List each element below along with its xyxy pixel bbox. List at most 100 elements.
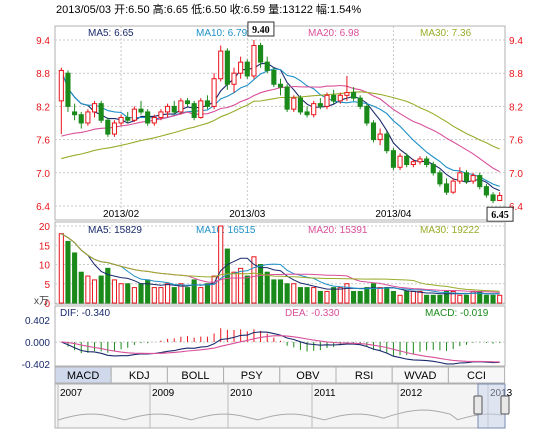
candle — [85, 109, 91, 126]
candle — [138, 100, 144, 115]
volume-bar — [111, 279, 118, 304]
candle-body — [364, 105, 370, 124]
volume-bar — [331, 287, 337, 304]
candle-body — [490, 194, 496, 201]
candle — [397, 153, 403, 171]
timeline: 200720092010201120122013 — [57, 383, 513, 429]
candle-body — [377, 133, 383, 141]
tab-kdj[interactable]: KDJ — [110, 366, 168, 384]
candle-body — [98, 103, 104, 121]
tab-label[interactable]: OBV — [296, 370, 320, 382]
candle-body — [424, 158, 430, 165]
volume-bar — [357, 290, 363, 304]
candle-body — [277, 83, 284, 88]
volume-bar — [377, 287, 383, 304]
volume-bar — [72, 252, 78, 304]
volume-legend-item: MA5: 15829 — [88, 225, 142, 236]
tab-psy[interactable]: PSY — [223, 366, 281, 384]
macd-lines — [61, 331, 500, 365]
candle-body — [271, 69, 277, 85]
tab-background[interactable] — [447, 366, 506, 384]
tab-label[interactable]: PSY — [241, 370, 264, 382]
tab-wvad[interactable]: WVAD — [391, 366, 449, 384]
volume-bar — [271, 279, 277, 304]
volume-bar — [191, 279, 197, 304]
price-y-tick-left: 8.2 — [36, 102, 50, 113]
volume-bar — [125, 283, 131, 304]
volume-bar — [151, 287, 157, 304]
candle — [251, 40, 257, 79]
macd-y-tick: 0.000 — [25, 338, 50, 349]
candle-body — [417, 158, 423, 163]
candle-body — [151, 116, 157, 124]
candle-body — [158, 111, 164, 118]
volume-bar — [264, 271, 270, 304]
tab-label[interactable]: WVAD — [404, 370, 436, 382]
tab-rsi[interactable]: RSI — [335, 366, 393, 384]
candle-body — [118, 116, 124, 124]
volume-bar — [450, 290, 456, 304]
candle-body — [457, 172, 463, 182]
timeline-handle-left[interactable] — [473, 395, 483, 415]
price-panel — [54, 25, 506, 221]
candle-body — [65, 72, 71, 107]
candle-body — [111, 122, 118, 135]
tab-label[interactable]: MACD — [67, 370, 99, 382]
volume-y-tick: 15 — [39, 241, 51, 252]
candle — [131, 106, 137, 122]
volume-bar — [277, 279, 284, 304]
volume-y-tick: 20 — [39, 222, 51, 233]
timeline-handle-right[interactable] — [500, 395, 510, 415]
candle — [351, 87, 357, 101]
tab-boll[interactable]: BOLL — [166, 366, 225, 384]
timeline-bar — [54, 383, 506, 429]
candle — [178, 98, 184, 115]
volume-bar — [397, 294, 403, 304]
ma30-line — [61, 91, 500, 160]
macd-y-tick: -0.402 — [22, 360, 51, 371]
volume-bar — [171, 287, 177, 304]
tab-macd[interactable]: MACD — [54, 366, 112, 384]
high-label-box — [247, 21, 275, 37]
volume-bar — [165, 283, 171, 304]
volume-bar — [258, 264, 264, 304]
price-grid — [55, 26, 505, 220]
candle-body — [171, 105, 177, 113]
volume-y-tick: 10 — [39, 261, 51, 272]
tab-label[interactable]: CCI — [467, 370, 486, 382]
candle — [337, 92, 343, 104]
candle — [204, 95, 210, 110]
tab-obv[interactable]: OBV — [279, 366, 337, 384]
candle-body — [191, 103, 197, 118]
volume-bar — [404, 290, 410, 304]
tab-label[interactable]: BOLL — [181, 370, 209, 382]
candle-body — [258, 45, 264, 63]
candle — [311, 100, 317, 118]
tab-label[interactable]: RSI — [355, 370, 373, 382]
candle — [463, 170, 470, 184]
candle — [145, 109, 151, 126]
volume-bar — [437, 294, 443, 304]
candle — [78, 111, 84, 129]
macd-panel — [54, 305, 506, 367]
tab-label[interactable]: KDJ — [129, 370, 150, 382]
candle-body — [357, 97, 363, 107]
volume-bar — [204, 283, 210, 304]
candle — [357, 95, 363, 110]
candle — [390, 147, 396, 171]
volume-ma30-line — [61, 233, 500, 292]
candle — [218, 45, 224, 82]
timeline-history-line — [57, 409, 503, 421]
candle-body — [483, 186, 489, 196]
candle — [118, 114, 124, 126]
volume-legend-item: MA30: 19222 — [420, 225, 480, 236]
dea-line — [61, 335, 500, 363]
timeline-year: 2011 — [314, 388, 336, 399]
price-legend-item: MA10: 6.79 — [196, 28, 248, 39]
tab-cci[interactable]: CCI — [447, 366, 506, 384]
candle — [297, 95, 303, 115]
price-y-tick-left: 6.4 — [36, 202, 50, 213]
volume-bar — [58, 233, 64, 304]
volume-bar — [364, 287, 370, 304]
candle — [344, 75, 350, 101]
